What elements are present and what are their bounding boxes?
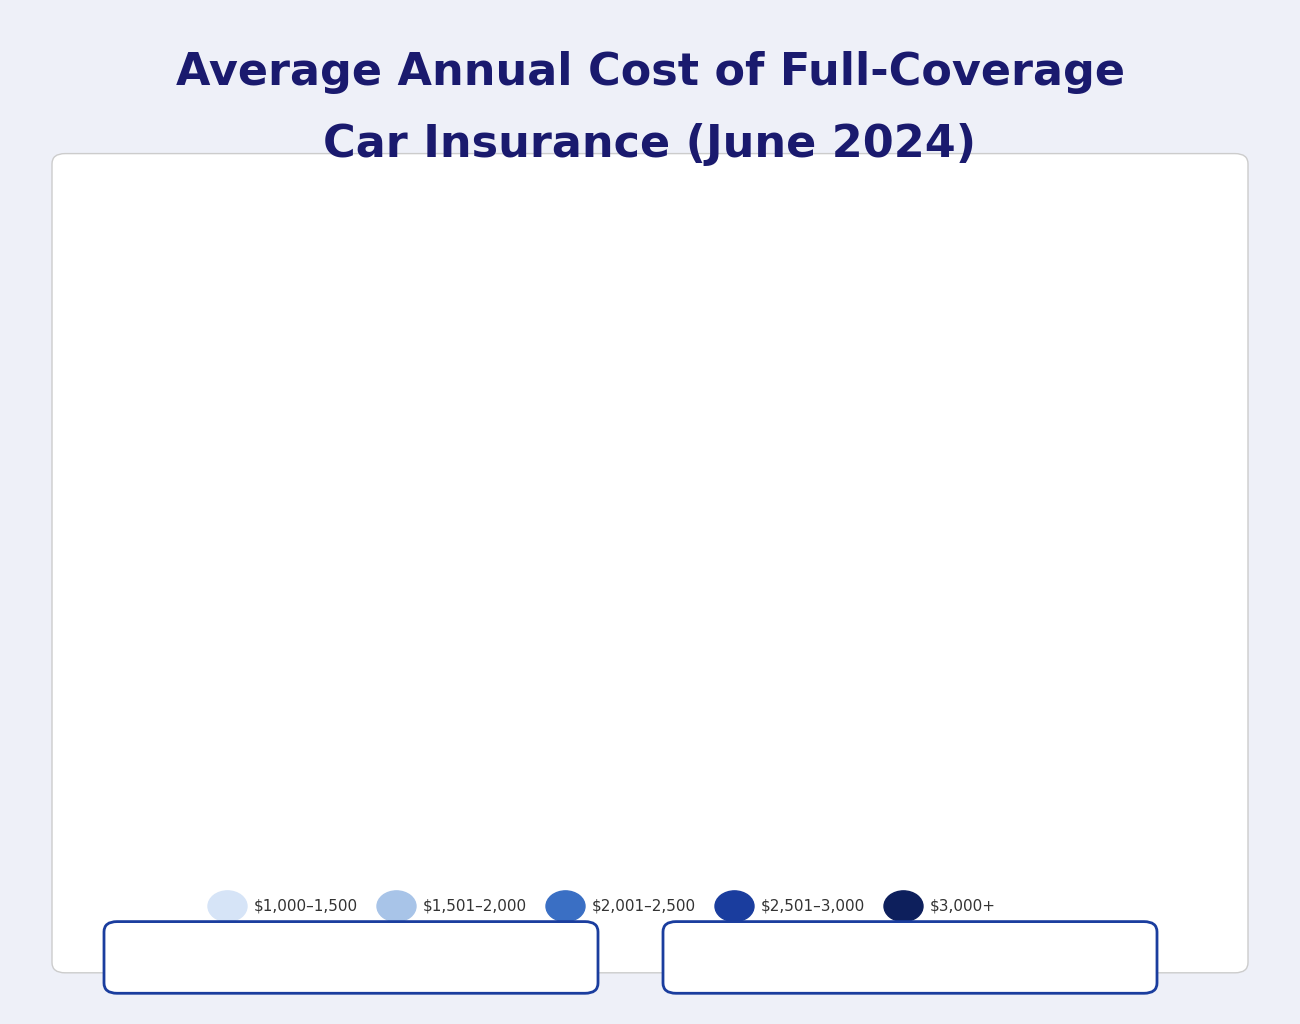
Text: $2,001–2,500: $2,001–2,500 [592, 899, 696, 913]
Text: Most Expensive: Maryland, $3,400: Most Expensive: Maryland, $3,400 [755, 948, 1065, 967]
Text: $1,000–1,500: $1,000–1,500 [254, 899, 358, 913]
Text: $1,501–2,000: $1,501–2,000 [422, 899, 526, 913]
Text: Average Annual Cost of Full-Coverage: Average Annual Cost of Full-Coverage [176, 51, 1124, 94]
Text: Least Expensive:  New Hampshire, $1,000: Least Expensive: New Hampshire, $1,000 [161, 948, 541, 967]
Text: $2,501–3,000: $2,501–3,000 [760, 899, 865, 913]
Text: $3,000+: $3,000+ [930, 899, 996, 913]
Text: Car Insurance (June 2024): Car Insurance (June 2024) [324, 123, 976, 166]
